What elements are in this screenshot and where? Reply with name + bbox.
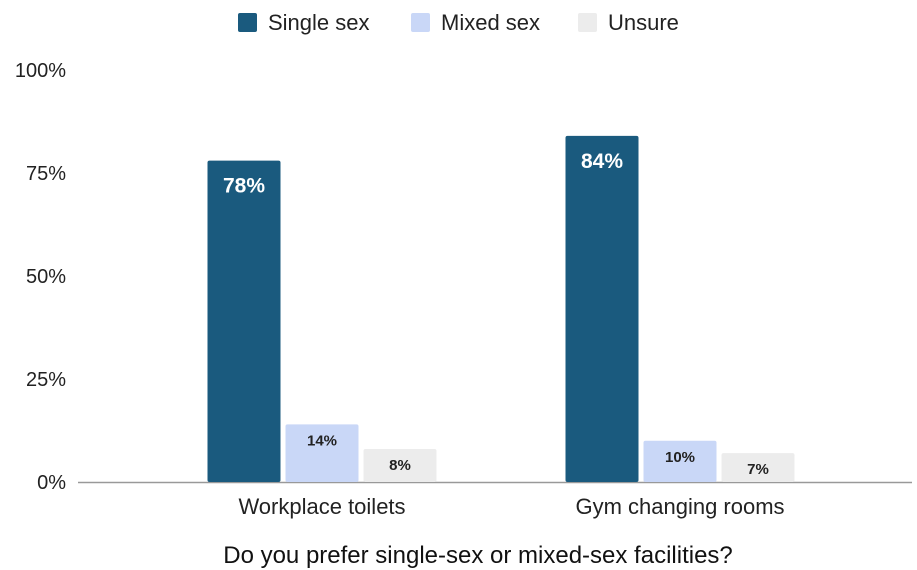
data-label: 10% <box>665 449 695 466</box>
legend-swatch <box>411 13 430 32</box>
data-label: 78% <box>223 175 265 198</box>
x-axis-title: Do you prefer single-sex or mixed-sex fa… <box>223 542 733 569</box>
legend-label: Single sex <box>268 10 370 35</box>
y-tick-label: 100% <box>15 60 66 82</box>
y-axis: 0% 25% 50% 75% 100% <box>15 60 66 494</box>
legend-label: Unsure <box>608 10 679 35</box>
bar-single-sex <box>565 135 639 483</box>
legend-swatch <box>578 13 597 32</box>
data-label: 14% <box>307 432 337 449</box>
bars: 78% 14% 8% 84% 10% 7% <box>207 135 795 483</box>
y-tick-label: 75% <box>26 163 66 185</box>
data-label: 84% <box>581 150 623 173</box>
legend-label: Mixed sex <box>441 10 540 35</box>
legend-swatch <box>238 13 257 32</box>
bar-single-sex <box>207 160 281 482</box>
x-tick-label: Workplace toilets <box>238 494 405 519</box>
bar-mixed-sex <box>643 440 717 482</box>
bar-unsure <box>721 453 795 482</box>
data-label: 8% <box>389 457 411 474</box>
y-tick-label: 25% <box>26 369 66 391</box>
x-tick-label: Gym changing rooms <box>575 494 784 519</box>
y-tick-label: 0% <box>37 472 66 494</box>
data-label: 7% <box>747 461 769 478</box>
x-axis: Workplace toilets Gym changing rooms <box>238 494 784 519</box>
bar-mixed-sex <box>285 424 359 482</box>
bar-unsure <box>363 449 437 482</box>
y-tick-label: 50% <box>26 266 66 288</box>
legend: Single sex Mixed sex Unsure <box>238 10 679 35</box>
